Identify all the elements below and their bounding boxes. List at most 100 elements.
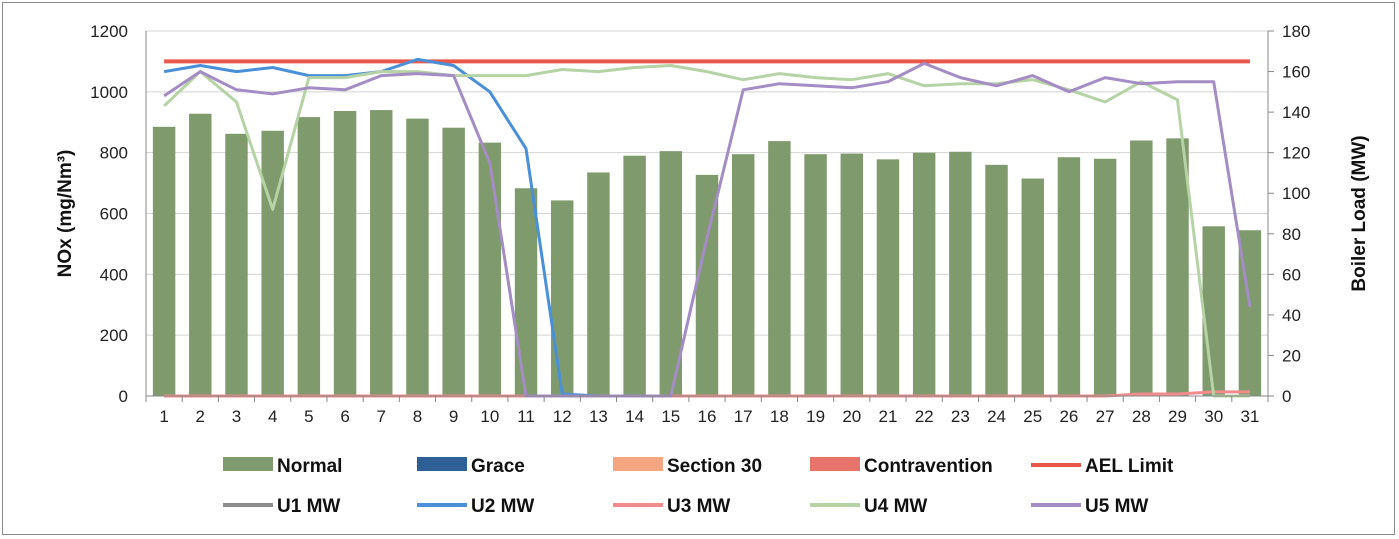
line-u4-mw [163, 64, 1250, 398]
bar-10 [478, 142, 502, 396]
bar-8 [406, 118, 429, 396]
legend-swatch-normal [223, 457, 273, 471]
line-u5-mw [163, 61, 1252, 398]
x-tick-label-15: 15 [661, 407, 680, 426]
bar-9 [442, 127, 465, 396]
legend-swatch-contravention [810, 457, 860, 471]
y-tick-label-600: 600 [100, 205, 128, 224]
x-tick-label-3: 3 [232, 407, 241, 426]
bar-24 [985, 164, 1008, 396]
right-axis-ticks: 0 20 40 60 80 100 120 140 160 180 [1282, 22, 1310, 406]
x-tick-label-6: 6 [340, 407, 349, 426]
x-tick-label-14: 14 [625, 407, 644, 426]
bar-16 [695, 174, 719, 396]
legend-label-u5-mw: U5 MW [1085, 496, 1148, 517]
legend-label-u2-mw: U2 MW [471, 496, 534, 517]
y2-tick-label-120: 120 [1282, 144, 1310, 163]
x-tick-label-20: 20 [842, 407, 861, 426]
bar-18 [768, 141, 791, 396]
bar-25 [1021, 178, 1044, 396]
bar-13 [587, 172, 610, 396]
bar-17 [731, 154, 755, 396]
y2-tick-label-80: 80 [1282, 225, 1301, 244]
axes [145, 30, 1274, 402]
y-tick-label-200: 200 [100, 326, 128, 345]
legend-swatch-section-30 [613, 457, 663, 471]
y2-tick-label-0: 0 [1282, 387, 1291, 406]
y2-tick-label-20: 20 [1282, 346, 1301, 365]
x-axis-ticks: 1 2 3 4 5 6 7 8 9 10 11 12 13 14 15 16 17 18 19 20 21 22 23 24 2… [159, 407, 1259, 426]
legend-label-contravention: Contravention [864, 456, 993, 477]
left-axis-ticks: 0 200 400 600 800 1000 1200 [90, 22, 128, 406]
bar-28 [1130, 140, 1153, 396]
legend-label-u1-mw: U1 MW [277, 496, 340, 517]
legend-label-grace: Grace [471, 456, 525, 477]
x-tick-label-22: 22 [915, 407, 934, 426]
x-tick-label-25: 25 [1023, 407, 1042, 426]
x-tick-label-17: 17 [734, 407, 753, 426]
x-tick-label-11: 11 [517, 407, 535, 426]
y2-tick-label-180: 180 [1282, 22, 1310, 41]
x-tick-label-23: 23 [951, 407, 970, 426]
y-tick-label-1000: 1000 [90, 83, 128, 102]
y2-tick-label-140: 140 [1282, 103, 1310, 122]
bar-6 [333, 110, 357, 396]
x-tick-label-4: 4 [268, 407, 277, 426]
x-tick-label-5: 5 [304, 407, 313, 426]
x-tick-label-18: 18 [770, 407, 789, 426]
y-tick-label-1200: 1200 [90, 22, 128, 41]
x-tick-label-30: 30 [1204, 407, 1223, 426]
x-tick-label-21: 21 [879, 407, 898, 426]
x-tick-label-28: 28 [1132, 407, 1151, 426]
legend-label-ael-limit: AEL Limit [1085, 456, 1174, 477]
x-tick-label-26: 26 [1059, 407, 1078, 426]
bar-11 [514, 188, 538, 396]
x-tick-label-31: 31 [1240, 407, 1259, 426]
bar-23 [949, 151, 972, 396]
legend: Normal Grace Section 30 Contravention AEL Li… [223, 456, 1174, 517]
x-tick-label-12: 12 [553, 407, 572, 426]
x-tick-label-2: 2 [196, 407, 205, 426]
legend-swatch-grace [417, 457, 467, 471]
bar-30 [1202, 226, 1225, 396]
x-tick-label-16: 16 [698, 407, 717, 426]
bar-22 [912, 152, 936, 396]
bar-4 [261, 130, 284, 396]
y-axis-title: NOx (mg/Nm³) [55, 150, 76, 278]
bar-29 [1166, 138, 1189, 396]
bar-19 [804, 154, 827, 396]
x-tick-label-10: 10 [480, 407, 499, 426]
bar-26 [1057, 157, 1081, 396]
bar-20 [840, 153, 863, 396]
bar-12 [551, 200, 574, 396]
y2-axis-title: Boiler Load (MW) [1349, 135, 1370, 291]
legend-label-u4-mw: U4 MW [864, 496, 927, 517]
y-tick-label-400: 400 [100, 265, 128, 284]
bar-27 [1093, 158, 1117, 396]
bar-3 [225, 133, 248, 396]
bar-1 [152, 126, 176, 396]
bar-21 [876, 159, 900, 396]
y-tick-label-0: 0 [119, 387, 128, 406]
bar-14 [623, 155, 646, 396]
bar-2 [189, 113, 212, 396]
bar-7 [370, 110, 393, 396]
x-tick-label-24: 24 [987, 407, 1006, 426]
y-tick-label-800: 800 [100, 144, 128, 163]
x-tick-label-19: 19 [806, 407, 825, 426]
x-tick-label-13: 13 [589, 407, 608, 426]
legend-label-normal: Normal [277, 456, 342, 477]
y2-tick-label-160: 160 [1282, 63, 1310, 82]
bar-15 [659, 151, 683, 396]
x-tick-label-7: 7 [377, 407, 386, 426]
x-tick-label-1: 1 [159, 407, 168, 426]
y2-tick-label-40: 40 [1282, 306, 1301, 325]
legend-label-section-30: Section 30 [667, 456, 762, 477]
y2-tick-label-100: 100 [1282, 184, 1310, 203]
y2-tick-label-60: 60 [1282, 265, 1301, 284]
x-tick-label-27: 27 [1096, 407, 1115, 426]
x-tick-label-9: 9 [449, 407, 458, 426]
bar-5 [297, 117, 321, 397]
